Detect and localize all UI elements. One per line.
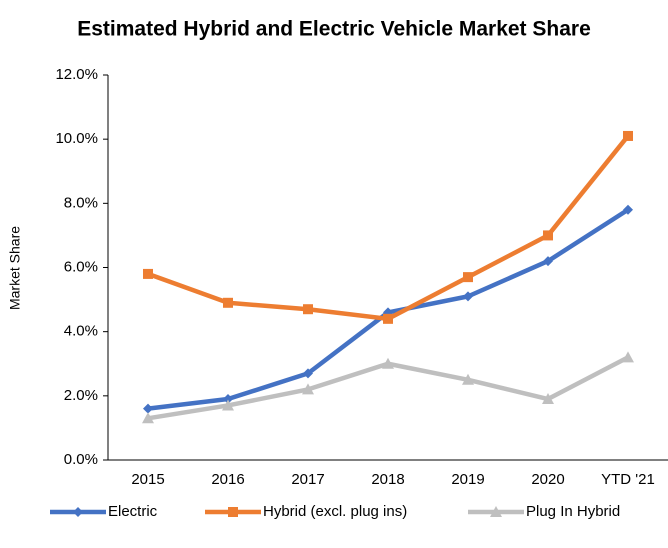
point-marker [622, 351, 634, 363]
y-tick-label: 12.0% [55, 66, 98, 83]
legend-label: Plug In Hybrid [526, 503, 620, 520]
point-marker [463, 272, 473, 283]
point-marker [623, 130, 633, 141]
y-tick-label: 10.0% [55, 130, 98, 147]
point-marker [223, 297, 233, 308]
point-marker [543, 230, 553, 241]
y-tick-label: 8.0% [64, 194, 98, 211]
point-marker [382, 357, 394, 369]
point-marker [223, 394, 233, 405]
chart-title: Estimated Hybrid and Electric Vehicle Ma… [77, 18, 591, 41]
point-marker [303, 368, 313, 379]
point-marker [462, 373, 474, 385]
point-marker [142, 412, 154, 424]
point-marker [222, 399, 234, 411]
y-axis-label: Market Share [7, 226, 23, 310]
legend-marker [73, 507, 83, 517]
legend-label: Hybrid (excl. plug ins) [263, 503, 407, 520]
x-tick-label: 2018 [371, 471, 404, 488]
legend-marker [490, 506, 502, 517]
point-marker [143, 403, 153, 414]
x-tick-label: YTD '21 [601, 471, 655, 488]
point-marker [383, 313, 393, 324]
x-tick-label: 2016 [211, 471, 244, 488]
y-tick-label: 4.0% [64, 323, 98, 340]
series-line [147, 134, 630, 322]
y-tick-label: 0.0% [64, 451, 98, 468]
x-tick-label: 2017 [291, 471, 324, 488]
y-tick-label: 2.0% [64, 387, 98, 404]
point-marker [542, 393, 554, 405]
x-tick-label: 2019 [451, 471, 484, 488]
point-marker [303, 304, 313, 315]
legend-marker [228, 507, 238, 517]
point-marker [623, 204, 633, 215]
point-marker [302, 383, 314, 395]
point-marker [543, 256, 553, 267]
point-marker [463, 291, 473, 302]
legend-label: Electric [108, 503, 158, 520]
x-tick-label: 2015 [131, 471, 164, 488]
point-marker [143, 268, 153, 279]
x-tick-label: 2020 [531, 471, 564, 488]
y-tick-label: 6.0% [64, 258, 98, 275]
